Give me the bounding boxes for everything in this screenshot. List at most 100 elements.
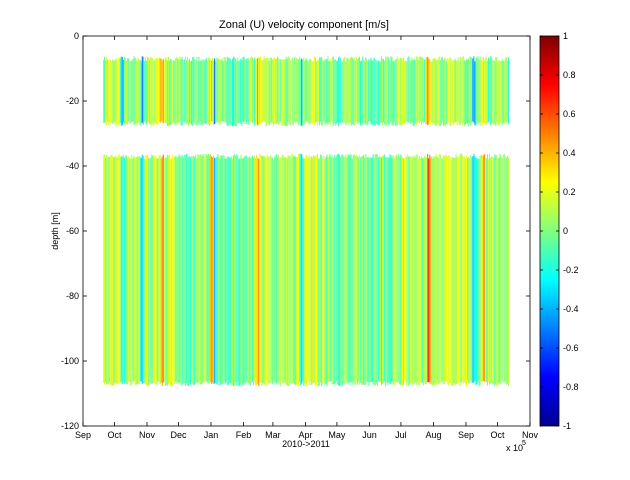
- velocity-column: [406, 61, 408, 122]
- velocity-column: [427, 56, 429, 125]
- velocity-column: [465, 59, 468, 124]
- velocity-column: [148, 158, 150, 386]
- velocity-column: [407, 57, 409, 124]
- velocity-column: [260, 154, 262, 383]
- velocity-column: [108, 156, 110, 384]
- velocity-column: [136, 61, 138, 126]
- velocity-column: [376, 153, 378, 386]
- velocity-column: [403, 158, 405, 385]
- velocity-column: [261, 61, 263, 124]
- velocity-column: [374, 154, 376, 387]
- velocity-column: [384, 154, 386, 382]
- velocity-column: [497, 158, 499, 387]
- velocity-column: [449, 155, 451, 384]
- velocity-column: [247, 157, 249, 383]
- velocity-column: [326, 154, 328, 387]
- velocity-column: [431, 156, 433, 386]
- velocity-column: [464, 60, 466, 125]
- velocity-column: [333, 155, 335, 385]
- velocity-column: [463, 59, 465, 126]
- velocity-column: [460, 153, 462, 383]
- velocity-column: [290, 59, 292, 122]
- velocity-column: [173, 60, 175, 122]
- velocity-column: [358, 56, 361, 123]
- velocity-column: [191, 60, 193, 125]
- velocity-column: [247, 58, 249, 125]
- velocity-column: [142, 155, 144, 384]
- velocity-column: [362, 156, 364, 385]
- velocity-column: [194, 58, 196, 124]
- velocity-column: [381, 56, 383, 123]
- velocity-column: [215, 61, 217, 123]
- velocity-column: [227, 156, 229, 386]
- velocity-column: [503, 60, 505, 125]
- velocity-column: [165, 157, 167, 385]
- velocity-column: [481, 60, 483, 126]
- colorbar: 1 0.8 0.6 0.4 0.2 0 -0.2 -0.4 -0.6 -0.8 -1: [539, 31, 579, 431]
- velocity-column: [126, 60, 128, 124]
- velocity-column: [116, 59, 118, 124]
- velocity-column: [164, 158, 166, 386]
- velocity-column: [457, 57, 459, 122]
- velocity-column: [129, 158, 131, 382]
- velocity-column: [340, 58, 342, 123]
- velocity-column: [417, 60, 419, 122]
- velocity-column: [361, 60, 363, 123]
- velocity-column: [211, 156, 213, 384]
- velocity-column: [221, 155, 223, 384]
- velocity-column: [209, 59, 212, 125]
- velocity-column: [393, 61, 395, 122]
- velocity-column: [316, 154, 319, 383]
- velocity-column: [323, 61, 325, 122]
- velocity-column: [262, 155, 264, 384]
- velocity-column: [170, 158, 172, 385]
- velocity-column: [425, 58, 427, 124]
- velocity-column: [183, 59, 185, 123]
- velocity-column: [236, 154, 238, 386]
- velocity-column: [286, 58, 288, 126]
- velocity-column: [181, 57, 183, 126]
- velocity-column: [463, 156, 465, 383]
- velocity-column: [368, 59, 370, 122]
- velocity-column: [336, 60, 338, 123]
- velocity-column: [480, 154, 482, 382]
- velocity-column: [265, 58, 267, 127]
- colorbar-tick-label: -0.2: [563, 265, 579, 275]
- velocity-column: [258, 56, 260, 126]
- velocity-column: [156, 57, 158, 125]
- velocity-column: [296, 156, 298, 385]
- velocity-column: [176, 158, 178, 384]
- velocity-column: [501, 158, 503, 382]
- velocity-column: [308, 59, 310, 124]
- velocity-column: [149, 158, 151, 385]
- velocity-column: [138, 59, 140, 122]
- velocity-column: [130, 61, 132, 124]
- velocity-column: [193, 57, 195, 122]
- velocity-column: [292, 59, 294, 126]
- velocity-column: [492, 59, 494, 124]
- velocity-column: [305, 155, 307, 387]
- velocity-column: [249, 57, 251, 122]
- velocity-column: [328, 156, 330, 382]
- velocity-column: [138, 155, 140, 385]
- velocity-column: [360, 157, 362, 383]
- velocity-column: [416, 153, 418, 383]
- colorbar-tick-label: 0.2: [563, 187, 576, 197]
- velocity-column: [299, 154, 301, 383]
- velocity-column: [106, 56, 108, 126]
- velocity-column: [304, 158, 306, 383]
- velocity-column: [345, 154, 347, 384]
- velocity-column: [382, 155, 384, 384]
- velocity-column: [242, 57, 244, 122]
- velocity-column: [292, 156, 294, 383]
- velocity-column: [396, 155, 398, 384]
- velocity-column: [191, 155, 193, 382]
- velocity-column: [442, 59, 444, 127]
- velocity-column: [183, 155, 185, 383]
- velocity-column: [302, 59, 304, 127]
- velocity-column: [245, 59, 247, 124]
- velocity-column: [166, 154, 168, 386]
- velocity-column: [217, 59, 219, 122]
- x-tick-label: Jan: [204, 430, 219, 440]
- velocity-column: [439, 154, 441, 383]
